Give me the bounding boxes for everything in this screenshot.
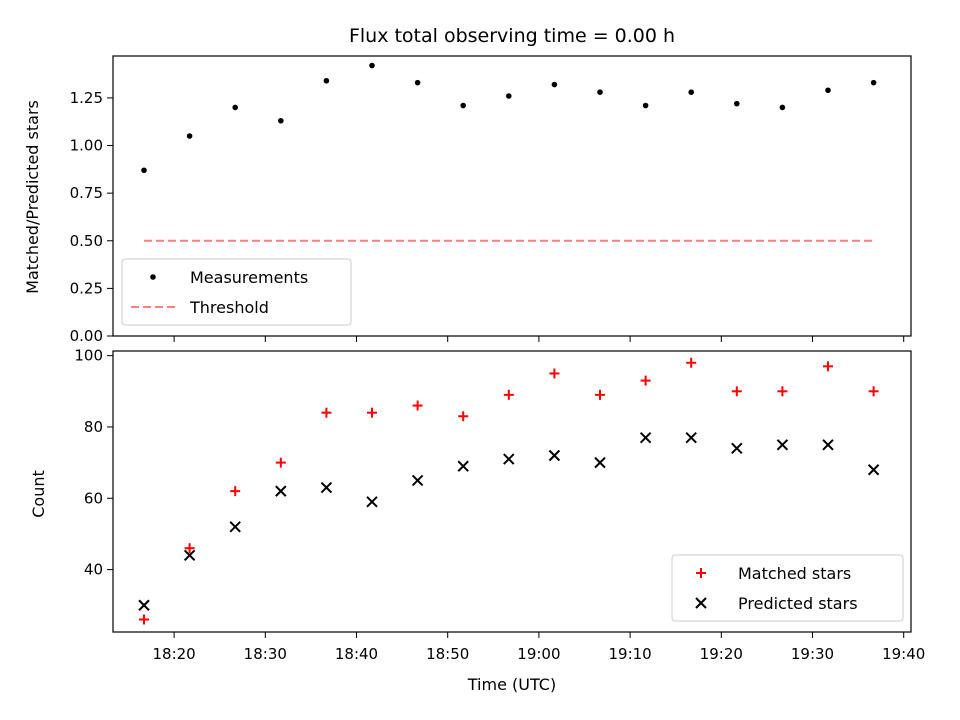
matched-stars-point — [367, 407, 378, 418]
measurement-point — [460, 102, 467, 109]
top-legend-box — [121, 258, 352, 326]
legend-measurements-label: Measurements — [190, 268, 308, 287]
matched-stars-point — [686, 357, 697, 368]
legend-matched-label: Matched stars — [738, 564, 851, 583]
x-tick-label: 19:30 — [791, 645, 834, 663]
x-tick-label: 18:20 — [152, 645, 195, 663]
predicted-stars-point — [822, 439, 834, 451]
measurement-point — [779, 104, 786, 111]
predicted-stars-point — [731, 442, 743, 455]
bottom-legend-box — [671, 554, 904, 622]
matched-stars-point — [139, 614, 150, 625]
bottom-axes-frame — [112, 350, 912, 633]
measurement-point — [414, 79, 421, 86]
matched-stars-point — [321, 407, 332, 418]
predicted-stars-point — [548, 449, 561, 462]
bottom-y-axis-label: Count — [29, 470, 48, 518]
matched-stars-point — [230, 486, 241, 497]
legend-matched-marker — [696, 568, 706, 578]
measurement-point — [870, 79, 877, 86]
matched-stars-point — [458, 411, 469, 422]
x-tick-label: 19:40 — [882, 645, 925, 663]
predicted-stars-point — [457, 460, 469, 472]
measurement-point — [186, 133, 193, 139]
matched-stars-point — [777, 386, 788, 397]
measurement-point — [597, 89, 603, 95]
legend-threshold-label: Threshold — [189, 298, 269, 317]
predicted-stars-point — [138, 599, 150, 611]
matched-stars-point — [595, 389, 606, 400]
predicted-stars-point — [594, 456, 606, 469]
measurement-point — [642, 102, 649, 109]
bottom-legend: Matched stars Predicted stars — [671, 554, 904, 622]
matched-stars-point — [549, 368, 560, 379]
predicted-stars-point — [366, 496, 378, 508]
matched-stars-point — [503, 389, 514, 400]
legend-measurements-marker — [150, 274, 156, 280]
top-plot-area: 0.00 0.25 0.50 0.75 1.00 1.25 — [70, 55, 912, 345]
measurement-point — [734, 100, 740, 107]
bottom-y-tick-label: 100 — [74, 347, 103, 365]
top-y-axis-label: Matched/Predicted stars — [23, 100, 42, 294]
top-y-tick-label: 0.75 — [70, 184, 103, 202]
x-tick-label: 19:00 — [517, 645, 560, 663]
predicted-stars-point — [639, 431, 652, 444]
predicted-stars-point — [685, 431, 697, 444]
top-axes-frame — [112, 55, 912, 337]
matched-stars-point — [412, 400, 423, 411]
measurement-point — [825, 87, 831, 94]
x-tick-label: 19:20 — [700, 645, 743, 663]
measurement-point — [688, 89, 695, 95]
bottom-y-tick-label: 80 — [84, 418, 103, 436]
legend-predicted-marker — [695, 597, 707, 609]
top-y-tick-label: 1.00 — [70, 137, 103, 155]
measurement-point — [369, 62, 375, 69]
predicted-stars-point — [411, 474, 424, 487]
predicted-stars-point — [503, 453, 515, 465]
matched-stars-point — [275, 457, 286, 468]
measurement-point — [232, 104, 239, 111]
x-tick-label: 18:50 — [426, 645, 469, 663]
predicted-stars-point — [867, 464, 880, 476]
x-tick-label: 18:40 — [335, 645, 378, 663]
matched-stars-point — [184, 543, 195, 554]
predicted-stars-point — [320, 481, 333, 494]
measurement-point — [551, 81, 558, 88]
predicted-stars-point — [776, 439, 789, 451]
top-legend: Measurements Threshold — [121, 258, 352, 326]
predicted-stars-point — [275, 485, 287, 497]
predicted-stars-point — [229, 521, 241, 533]
top-y-tick-label: 1.25 — [70, 89, 103, 107]
x-tick-label: 19:10 — [608, 645, 651, 663]
bottom-y-tick-label: 40 — [84, 561, 103, 579]
top-y-tick-label: 0.00 — [70, 327, 103, 345]
measurement-point — [278, 117, 284, 124]
legend-predicted-label: Predicted stars — [738, 594, 858, 613]
predicted-stars-point — [183, 549, 196, 562]
measurement-point — [141, 167, 147, 174]
x-tick-label: 18:30 — [244, 645, 287, 663]
matched-stars-point — [731, 386, 742, 397]
top-chart-title: Flux total observing time = 0.00 h — [349, 25, 675, 47]
top-y-tick-label: 0.25 — [70, 279, 103, 297]
matched-stars-point — [823, 361, 834, 372]
bottom-plot-area: 40 60 80 100 18:20 18:30 18:40 18:50 19:00 19:10 1… — [74, 347, 925, 663]
matched-stars-point — [640, 375, 651, 386]
matched-stars-point — [868, 386, 879, 397]
x-axis-label: Time (UTC) — [467, 675, 556, 694]
measurement-point — [323, 77, 330, 84]
top-y-tick-label: 0.50 — [70, 232, 103, 250]
measurement-point — [506, 93, 512, 99]
bottom-y-tick-label: 60 — [84, 489, 103, 507]
